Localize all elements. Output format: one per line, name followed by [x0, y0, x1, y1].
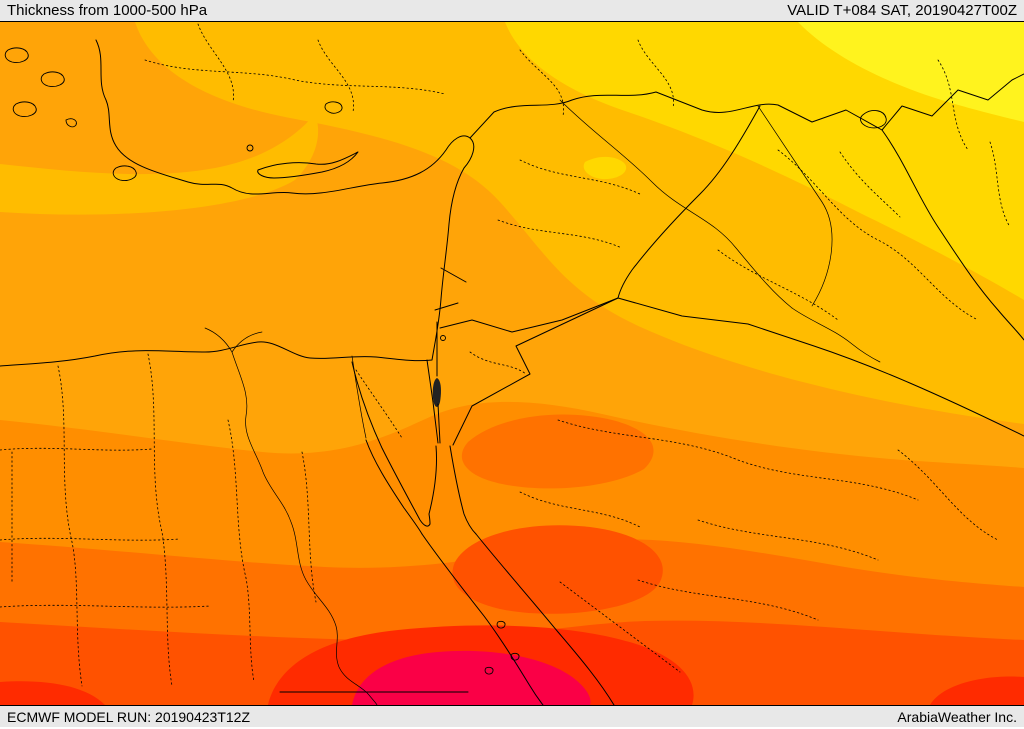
admin-boundary: [497, 219, 623, 249]
admin-boundary: [777, 149, 979, 321]
turkey-iran-border: [881, 73, 1024, 131]
nile-delta-branch: [231, 331, 263, 353]
admin-boundary: [0, 537, 181, 541]
valid-time-label: VALID T+084 SAT, 20190427T00Z: [787, 2, 1017, 19]
contour-tongue-orange-red: [461, 414, 654, 489]
admin-boundary: [937, 59, 969, 151]
syria-iraq-border: [617, 105, 761, 299]
contour-blob-red-right: [930, 676, 1024, 705]
aegean-island: [65, 118, 77, 128]
admin-boundary: [317, 39, 354, 113]
admin-boundary: [697, 519, 879, 561]
map-area: [0, 22, 1024, 705]
admin-boundary: [637, 579, 819, 621]
gulf-of-suez-east-shore: [351, 361, 431, 527]
admin-boundary: [469, 351, 527, 375]
admin-boundary: [355, 369, 403, 439]
admin-boundary: [839, 151, 901, 218]
contour-island-gold: [583, 156, 627, 180]
gulf-of-suez-west-shore: [365, 439, 423, 535]
admin-boundary: [301, 451, 317, 603]
anatolia-lake: [246, 144, 254, 152]
brand-label: ArabiaWeather Inc.: [897, 708, 1017, 725]
admin-boundary: [519, 49, 564, 117]
lake-van: [860, 110, 887, 129]
tigris-river: [757, 105, 833, 307]
aegean-island: [40, 71, 65, 87]
shatt-al-arab: [791, 307, 881, 363]
jordan-valley-border: [436, 321, 441, 444]
admin-boundary: [989, 141, 1011, 228]
dead-sea: [432, 378, 441, 407]
coastlines: [0, 39, 887, 705]
nile-delta-branch: [204, 327, 233, 353]
aegean-island: [12, 101, 37, 117]
admin-boundary: [519, 491, 641, 528]
footer-bar: ECMWF MODEL RUN: 20190423T12Z ArabiaWeat…: [0, 705, 1024, 727]
admin-boundary: [147, 353, 173, 687]
contour-island-amber: [826, 217, 873, 242]
admin-boundary: [197, 23, 234, 103]
suez-canal: [351, 355, 367, 439]
red-sea-islet: [510, 652, 520, 661]
red-sea-islet: [484, 666, 494, 675]
admin-boundary: [227, 419, 255, 683]
iraq-saudi-border: [617, 297, 1024, 437]
red-sea-islet: [496, 620, 506, 629]
contour-band-amber-west: [0, 114, 319, 215]
contour-island-yellow: [912, 42, 967, 68]
admin-boundary: [897, 449, 999, 541]
admin-boundary: [0, 447, 153, 451]
jordan-syria-border: [439, 297, 619, 333]
contour-fill-bands: [0, 22, 1024, 705]
turkey-syria-iraq-border: [469, 91, 883, 139]
gulf-of-aqaba-east-shore: [449, 445, 477, 535]
admin-boundaries-dotted: [0, 23, 1011, 687]
model-run-label: ECMWF MODEL RUN: 20190423T12Z: [7, 708, 250, 725]
header-bar: Thickness from 1000-500 hPa VALID T+084 …: [0, 0, 1024, 22]
country-borders: [279, 73, 1024, 693]
contour-blob-red-orange: [452, 525, 663, 614]
contour-blob-red-left: [0, 681, 105, 705]
admin-boundary: [57, 365, 83, 687]
jordan-saudi-border: [452, 297, 619, 446]
admin-boundary: [637, 39, 674, 109]
lake-tuz: [324, 101, 343, 114]
euphrates-river: [559, 99, 793, 309]
red-sea-east-shore: [475, 533, 615, 705]
contour-band-gold: [505, 22, 1024, 300]
contour-band-yellow: [798, 22, 1024, 122]
contour-blob-magenta: [352, 650, 591, 705]
admin-boundary: [144, 59, 446, 95]
weather-map-svg: [0, 22, 1024, 705]
rhodes-island: [112, 165, 137, 181]
israel-egypt-border: [426, 359, 439, 444]
mediterranean-coastline: [0, 39, 475, 367]
cyprus-island: [257, 151, 359, 179]
admin-boundary: [559, 581, 681, 673]
admin-boundary: [717, 249, 839, 321]
sea-of-galilee: [440, 335, 446, 341]
rivers: [559, 99, 881, 363]
lebanon-border: [434, 267, 467, 311]
map-title: Thickness from 1000-500 hPa: [7, 2, 208, 19]
admin-boundary: [557, 419, 919, 501]
iran-iraq-border: [881, 129, 1024, 341]
admin-boundary: [519, 159, 643, 196]
red-sea-west-shore: [421, 533, 544, 705]
nile-river: [231, 351, 378, 705]
gulf-of-aqaba-west-shore: [428, 445, 437, 525]
aegean-island: [4, 47, 29, 63]
